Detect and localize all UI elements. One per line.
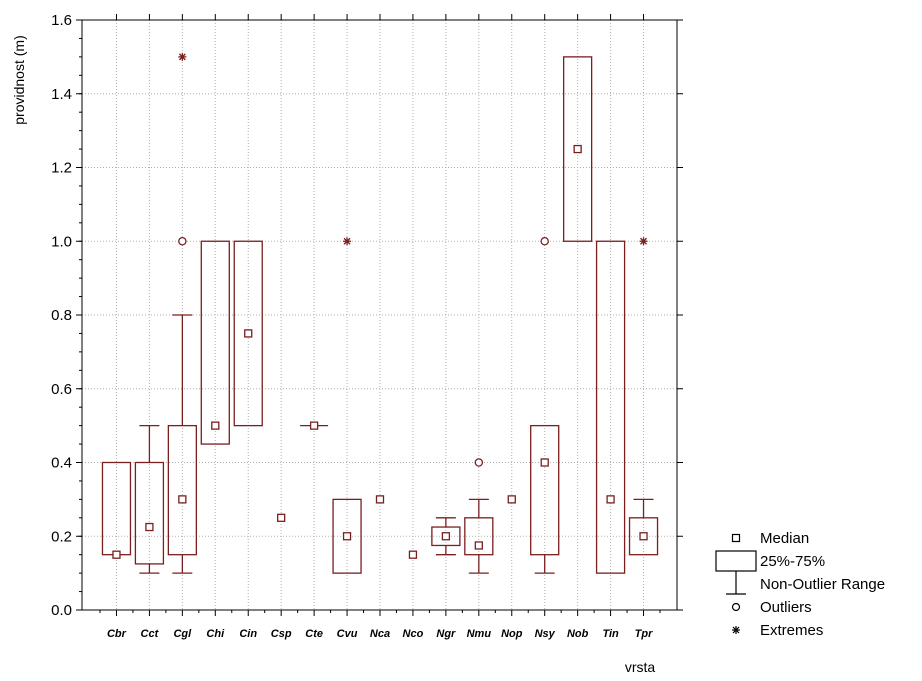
x-category-label: Cte [305,628,323,640]
x-category-label: Nca [370,628,390,640]
median-marker [408,550,418,559]
box-cvu [332,237,362,574]
grid-lines [82,20,677,610]
box-cbr [101,461,132,559]
box-iqr [628,517,659,556]
legend-label: Median [760,530,809,547]
x-category-label: Nmu [467,628,492,640]
box-iqr [167,424,198,556]
box-iqr [562,56,593,242]
box-cte [300,421,329,430]
median-marker [145,522,154,532]
median-marker [375,495,385,504]
box-csp [277,513,286,522]
median-marker [112,550,121,559]
box-iqr [134,461,165,565]
x-category-label: Tpr [635,628,653,640]
box-nca [375,495,385,504]
legend-label: 25%-75% [760,553,825,570]
y-tick-label: 1.2 [51,160,72,177]
y-axis-label: providnost (m) [11,35,27,124]
extreme-stroke [178,53,186,61]
median-marker [211,421,220,430]
box-nmu [464,458,494,574]
extreme-stroke [343,237,351,245]
box-chi [200,240,230,445]
box-cin [233,240,263,427]
box-iqr [464,517,494,556]
median-marker [244,329,253,338]
median-marker [507,495,516,504]
y-tick-label: 0.8 [51,307,72,324]
y-tick-label: 0.2 [51,528,72,545]
legend-extreme-symbol [732,626,740,634]
y-tick-label: 1.0 [51,233,72,250]
x-category-label: Cvu [337,628,358,640]
box-tin [595,240,626,574]
y-tick-label: 1.6 [51,12,72,29]
median-marker [474,541,483,550]
box-nop [507,495,516,504]
legend-median-symbol [731,533,741,543]
box-ngr [431,517,461,556]
x-axis-label: vrsta [625,659,656,675]
median-marker [441,532,451,541]
box-cct [134,424,165,574]
legend-extreme-stroke [732,626,740,634]
legend-outlier-symbol [731,602,741,612]
median-marker [606,495,615,504]
box-nob [562,56,593,242]
extreme-marker [343,237,352,246]
box-iqr [595,240,626,574]
outlier-marker [540,236,549,246]
box-iqr [200,240,230,445]
y-tick-label: 1.4 [51,86,72,103]
box-iqr [431,526,461,547]
legend-label: Extremes [760,622,823,639]
x-category-label: Ngr [436,628,456,640]
box-nco [408,550,418,559]
extreme-marker [639,237,648,246]
x-category-label: Cin [239,628,257,640]
box-iqr [530,424,560,556]
extreme-stroke [640,237,647,245]
x-category-label: Cbr [107,628,127,640]
axes: 0.0 0.2 0.4 0.6 0.8 1.0 1.2 1.4 1.6 Cbr Cct Cgl Chi C… [51,12,683,640]
x-category-label: Nco [403,628,424,640]
outlier-marker [178,236,187,246]
plot-area [101,52,659,574]
legend-box-symbol [715,550,757,572]
median-marker [309,421,319,430]
median-marker [540,458,549,467]
median-marker [639,532,648,541]
legend-label: Outliers [760,599,812,616]
median-marker [277,513,286,522]
legend: Median 25%-75% Non-Outlier Range Outliers Ex… [715,530,885,639]
x-category-label: Csp [271,628,292,640]
median-marker [573,144,582,154]
box-nsy [530,236,560,574]
x-category-label: Nop [501,628,523,640]
legend-label: Non-Outlier Range [760,576,885,593]
x-category-label: Nob [567,628,589,640]
box-cgl [167,52,198,574]
y-tick-label: 0.6 [51,381,72,398]
x-category-label: Cgl [173,628,192,640]
x-category-label: Tin [602,628,619,640]
y-tick-label: 0.4 [51,455,72,472]
box-tpr [628,237,659,556]
x-category-label: Nsy [535,628,556,640]
box-iqr [233,240,263,427]
y-tick-label: 0.0 [51,602,72,619]
box-iqr [332,498,362,574]
median-marker [178,495,187,504]
median-marker [342,532,352,541]
outlier-marker [474,458,484,467]
x-category-label: Chi [206,628,225,640]
x-category-label: Cct [141,628,160,640]
extreme-marker [178,52,187,61]
